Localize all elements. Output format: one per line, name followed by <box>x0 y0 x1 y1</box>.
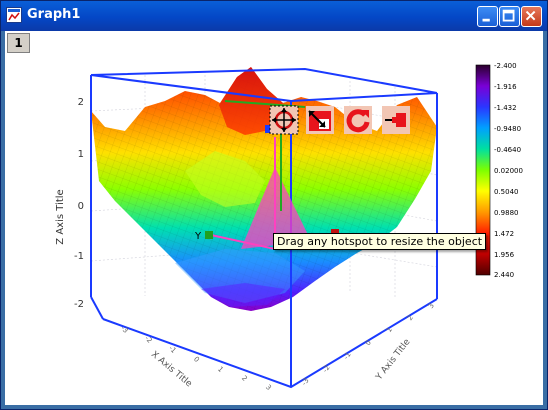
color-scale-label: -0.4640 <box>494 146 521 154</box>
x-tick-label: -3 <box>119 324 130 335</box>
y-tick-label: 0 <box>364 339 373 347</box>
resize-icon <box>306 106 334 134</box>
color-scale-label: -0.9480 <box>494 125 521 133</box>
maximize-icon <box>502 9 515 22</box>
graph-window-icon[interactable] <box>6 7 22 23</box>
color-scale-label: 2.440 <box>494 271 514 279</box>
color-scale-label: 0.5040 <box>494 188 519 196</box>
pin-icon <box>382 106 410 134</box>
green-hotspot[interactable] <box>205 231 213 239</box>
rotate-tool-button[interactable] <box>343 105 373 135</box>
move-tool-button[interactable] <box>269 105 299 135</box>
color-scale[interactable]: -2.400 -1.916 -1.432 -0.9480 -0.4640 0.0… <box>475 62 523 279</box>
z-tick-label: -1 <box>74 251 84 262</box>
y-axis-title[interactable]: Y Axis Title <box>374 337 413 383</box>
color-scale-label: 0.9880 <box>494 209 519 217</box>
x-tick-label: 2 <box>240 374 249 383</box>
z-tick-label: 0 <box>78 201 84 212</box>
color-scale-label: -1.432 <box>494 104 517 112</box>
x-axis-title[interactable]: X Axis Title <box>149 350 194 390</box>
x-tick-label: -1 <box>167 344 178 355</box>
y-marker-label: Y <box>194 231 202 242</box>
z-axis: 2 1 0 -1 -2 <box>74 97 84 310</box>
x-tick-label: 1 <box>216 365 225 374</box>
y-tick-label: -1 <box>342 351 353 361</box>
z-tick-label: -2 <box>74 299 84 310</box>
plot-box <box>90 67 438 389</box>
y-tick-label: -2 <box>321 364 332 374</box>
x-axis: -3 -2 -1 0 1 2 3 <box>119 324 273 392</box>
graph-page[interactable]: 1 <box>5 31 543 405</box>
color-scale-label: -1.916 <box>494 83 517 91</box>
title-bar[interactable]: Graph1 <box>1 1 547 31</box>
hotspot-tooltip: Drag any hotspot to resize the object <box>273 233 487 250</box>
z-tick-label: 1 <box>78 149 84 160</box>
move-icon <box>269 105 299 135</box>
pin-tool-button[interactable] <box>381 105 411 135</box>
color-scale-label: 0.02000 <box>494 167 523 175</box>
x-tick-label: 3 <box>264 383 273 392</box>
y-tick-label: 3 <box>427 302 436 310</box>
z-tick-label: 2 <box>78 97 84 108</box>
close-button[interactable] <box>521 6 542 27</box>
layer-tab[interactable]: 1 <box>7 33 30 53</box>
x-tick-label: -2 <box>143 334 154 345</box>
window-title: Graph1 <box>27 7 81 22</box>
close-icon <box>525 10 536 21</box>
rotate-icon <box>344 106 372 134</box>
blue-hotspot[interactable] <box>265 125 273 133</box>
y-tick-label: 2 <box>406 314 415 322</box>
y-tick-label: -3 <box>300 377 311 387</box>
x-tick-label: 0 <box>192 355 201 364</box>
minimize-button[interactable] <box>477 6 498 27</box>
resize-tool-button[interactable] <box>305 105 335 135</box>
color-scale-label: -2.400 <box>494 62 517 70</box>
maximize-button[interactable] <box>499 6 520 27</box>
minimize-icon <box>482 18 490 22</box>
z-axis-title[interactable]: Z Axis Title <box>55 189 66 244</box>
y-axis: -3 -2 -1 0 1 2 3 <box>300 302 436 387</box>
color-scale-label: 1.472 <box>494 230 514 238</box>
color-scale-label: 1.956 <box>494 251 515 259</box>
y-tick-label: 1 <box>385 326 394 334</box>
surface-plot[interactable]: Y 2 1 0 -1 -2 Z Axis Title -3 -2 -1 0 1 … <box>5 31 543 405</box>
